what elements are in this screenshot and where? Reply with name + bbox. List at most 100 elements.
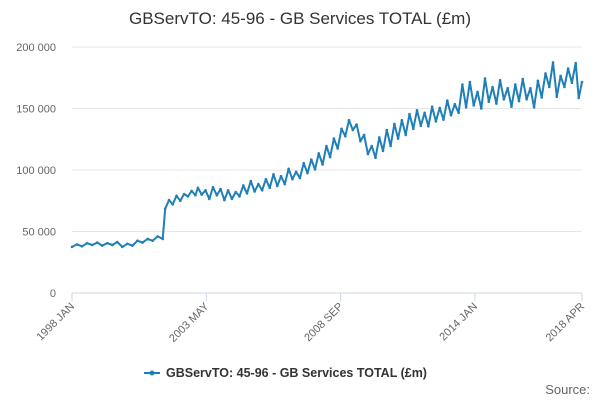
data-point[interactable]	[487, 100, 491, 103]
data-point[interactable]	[325, 144, 328, 148]
data-point[interactable]	[495, 102, 498, 105]
data-point[interactable]	[404, 133, 408, 137]
data-point[interactable]	[219, 187, 222, 191]
data-point[interactable]	[298, 176, 302, 180]
data-point[interactable]	[215, 193, 219, 197]
data-point[interactable]	[179, 199, 182, 203]
data-point[interactable]	[332, 137, 336, 140]
data-point[interactable]	[355, 123, 358, 126]
data-point[interactable]	[563, 85, 566, 89]
data-point[interactable]	[521, 77, 525, 81]
data-point[interactable]	[257, 182, 260, 186]
data-point[interactable]	[544, 72, 547, 75]
data-point[interactable]	[310, 158, 313, 161]
data-point[interactable]	[359, 139, 362, 143]
data-point[interactable]	[306, 171, 309, 175]
data-point[interactable]	[430, 105, 434, 108]
data-point[interactable]	[238, 195, 241, 198]
data-point[interactable]	[182, 192, 186, 196]
data-point[interactable]	[70, 245, 74, 249]
data-point[interactable]	[283, 182, 287, 186]
series-line[interactable]	[71, 61, 583, 248]
data-point[interactable]	[389, 144, 392, 148]
data-point[interactable]	[328, 155, 332, 159]
data-point[interactable]	[279, 174, 283, 178]
data-point[interactable]	[106, 241, 109, 245]
data-point[interactable]	[374, 156, 377, 159]
data-point[interactable]	[442, 118, 445, 121]
data-point[interactable]	[245, 192, 249, 195]
data-point[interactable]	[536, 79, 540, 83]
data-point[interactable]	[200, 193, 203, 196]
data-point[interactable]	[476, 90, 479, 94]
data-point[interactable]	[483, 77, 487, 80]
data-point[interactable]	[313, 168, 317, 171]
data-point[interactable]	[131, 244, 134, 247]
data-point[interactable]	[336, 147, 340, 150]
legend-label[interactable]: GBServTO: 45-96 - GB Services TOTAL (£m)	[166, 366, 427, 380]
data-point[interactable]	[223, 198, 226, 202]
data-point[interactable]	[121, 245, 124, 249]
data-point[interactable]	[510, 105, 513, 108]
data-point[interactable]	[230, 197, 234, 201]
data-point[interactable]	[468, 80, 472, 84]
data-point[interactable]	[378, 136, 381, 139]
data-point[interactable]	[457, 111, 460, 115]
data-point[interactable]	[253, 190, 256, 193]
data-point[interactable]	[167, 198, 171, 202]
data-point[interactable]	[161, 237, 164, 241]
data-point[interactable]	[186, 195, 190, 198]
data-point[interactable]	[302, 161, 306, 165]
data-point[interactable]	[396, 137, 400, 140]
data-point[interactable]	[163, 207, 167, 210]
data-point[interactable]	[472, 104, 476, 107]
data-point[interactable]	[461, 83, 464, 86]
data-point[interactable]	[351, 128, 355, 132]
data-point[interactable]	[502, 98, 506, 101]
data-point[interactable]	[291, 177, 294, 181]
data-point[interactable]	[559, 74, 562, 78]
data-point[interactable]	[272, 173, 275, 176]
data-point[interactable]	[80, 245, 84, 248]
data-point[interactable]	[208, 197, 211, 201]
data-point[interactable]	[194, 193, 197, 197]
data-point[interactable]	[438, 106, 442, 110]
data-point[interactable]	[570, 81, 574, 84]
data-point[interactable]	[317, 152, 321, 155]
data-point[interactable]	[366, 152, 370, 156]
data-point[interactable]	[249, 179, 253, 183]
data-point[interactable]	[532, 106, 536, 109]
data-point[interactable]	[211, 185, 215, 189]
data-point[interactable]	[90, 243, 94, 247]
data-point[interactable]	[449, 114, 453, 117]
data-point[interactable]	[423, 111, 426, 115]
data-point[interactable]	[480, 107, 483, 110]
data-point[interactable]	[190, 189, 193, 193]
data-point[interactable]	[347, 118, 351, 122]
data-point[interactable]	[100, 244, 104, 247]
data-point[interactable]	[446, 99, 449, 102]
data-point[interactable]	[517, 99, 521, 103]
data-point[interactable]	[525, 98, 528, 101]
data-point[interactable]	[146, 237, 149, 241]
data-point[interactable]	[574, 61, 577, 65]
data-point[interactable]	[264, 177, 268, 181]
data-point[interactable]	[498, 78, 502, 82]
data-point[interactable]	[111, 243, 114, 247]
data-point[interactable]	[156, 235, 159, 238]
data-point[interactable]	[577, 96, 580, 100]
data-point[interactable]	[400, 118, 404, 122]
data-point[interactable]	[385, 128, 389, 132]
data-point[interactable]	[226, 189, 230, 192]
data-point[interactable]	[321, 163, 324, 166]
data-point[interactable]	[548, 85, 551, 89]
data-point[interactable]	[126, 242, 129, 246]
data-point[interactable]	[294, 170, 298, 174]
data-point[interactable]	[204, 189, 207, 192]
data-point[interactable]	[580, 80, 584, 84]
data-point[interactable]	[506, 86, 510, 90]
legend[interactable]: GBServTO: 45-96 - GB Services TOTAL (£m)	[144, 366, 427, 380]
data-point[interactable]	[464, 106, 468, 109]
data-point[interactable]	[540, 96, 543, 99]
data-point[interactable]	[412, 127, 415, 131]
